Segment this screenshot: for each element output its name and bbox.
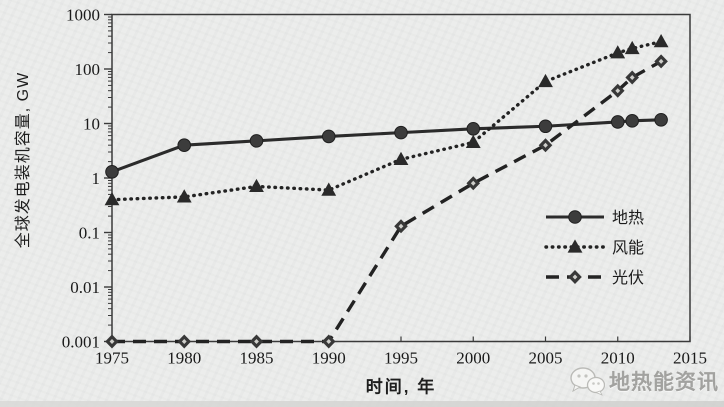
series-line-triangle [110,39,663,202]
y-tick-label: 1 [92,169,101,188]
watermark: 地热能资讯 [569,366,719,396]
y-tick-label: 100 [75,60,101,79]
triangle-marker [249,178,264,193]
triangle-marker [465,134,481,148]
x-tick-label: 1990 [312,349,346,368]
circle-marker [610,115,625,129]
circle-marker [654,112,668,127]
legend-label: 地热 [612,209,644,227]
plot-frame [111,13,691,343]
y-tick-label: 10 [83,115,100,134]
circle-marker [105,164,119,179]
legend-label: 风能 [612,239,644,257]
triangle-marker [393,151,409,165]
x-tick-label: 2015 [673,349,707,368]
triangle-marker [176,189,192,203]
diamond-marker-center [398,223,404,229]
y-axis-label: 全球发电装机容量, GW [15,71,32,249]
triangle-marker [321,182,337,196]
series-line-circle [111,118,662,174]
x-tick-label: 1980 [167,349,201,368]
triangle-marker [567,239,583,253]
legend-label: 光伏 [612,269,644,287]
x-tick-label: 2005 [529,349,563,368]
circle-marker [249,134,264,148]
diamond-marker-center [254,339,259,344]
diamond-marker-center [543,142,548,148]
x-tick-label: 1985 [240,349,274,368]
x-tick-label: 2010 [601,349,635,368]
y-tick-label: 0.01 [70,278,100,297]
triangle-marker [104,192,120,206]
x-axis-label: 时间, 年 [365,377,437,397]
triangle-marker [610,45,626,59]
wechat-icon [570,367,605,396]
y-tick-label: 0.1 [79,224,100,243]
diamond-marker-center [326,339,332,344]
circle-marker [466,121,481,136]
triangle-marker [653,34,669,48]
diamond-marker-center [658,58,664,64]
circle-marker [394,125,408,140]
circle-marker [625,114,640,128]
circle-marker [568,210,582,224]
x-tick-label: 2000 [456,349,490,368]
series-line-diamond [112,59,662,344]
circle-marker [538,119,553,134]
triangle-marker [624,40,640,55]
x-tick-label: 1975 [95,349,129,368]
triangle-marker [538,73,553,88]
circle-marker [177,138,192,152]
scan-artifact-band [0,401,724,407]
x-tick-label: 1995 [384,349,418,368]
diamond-marker-center [109,339,115,344]
diamond-marker-center [615,88,621,94]
diamond-marker-center [470,180,476,186]
diamond-marker-center [181,339,187,344]
diamond-marker-center [572,274,578,280]
circle-marker [321,129,336,144]
diamond-marker-center [629,74,635,80]
y-tick-label: 1000 [66,6,100,25]
watermark-text: 地热能资讯 [609,371,719,394]
y-tick-label: 0.001 [62,333,100,352]
